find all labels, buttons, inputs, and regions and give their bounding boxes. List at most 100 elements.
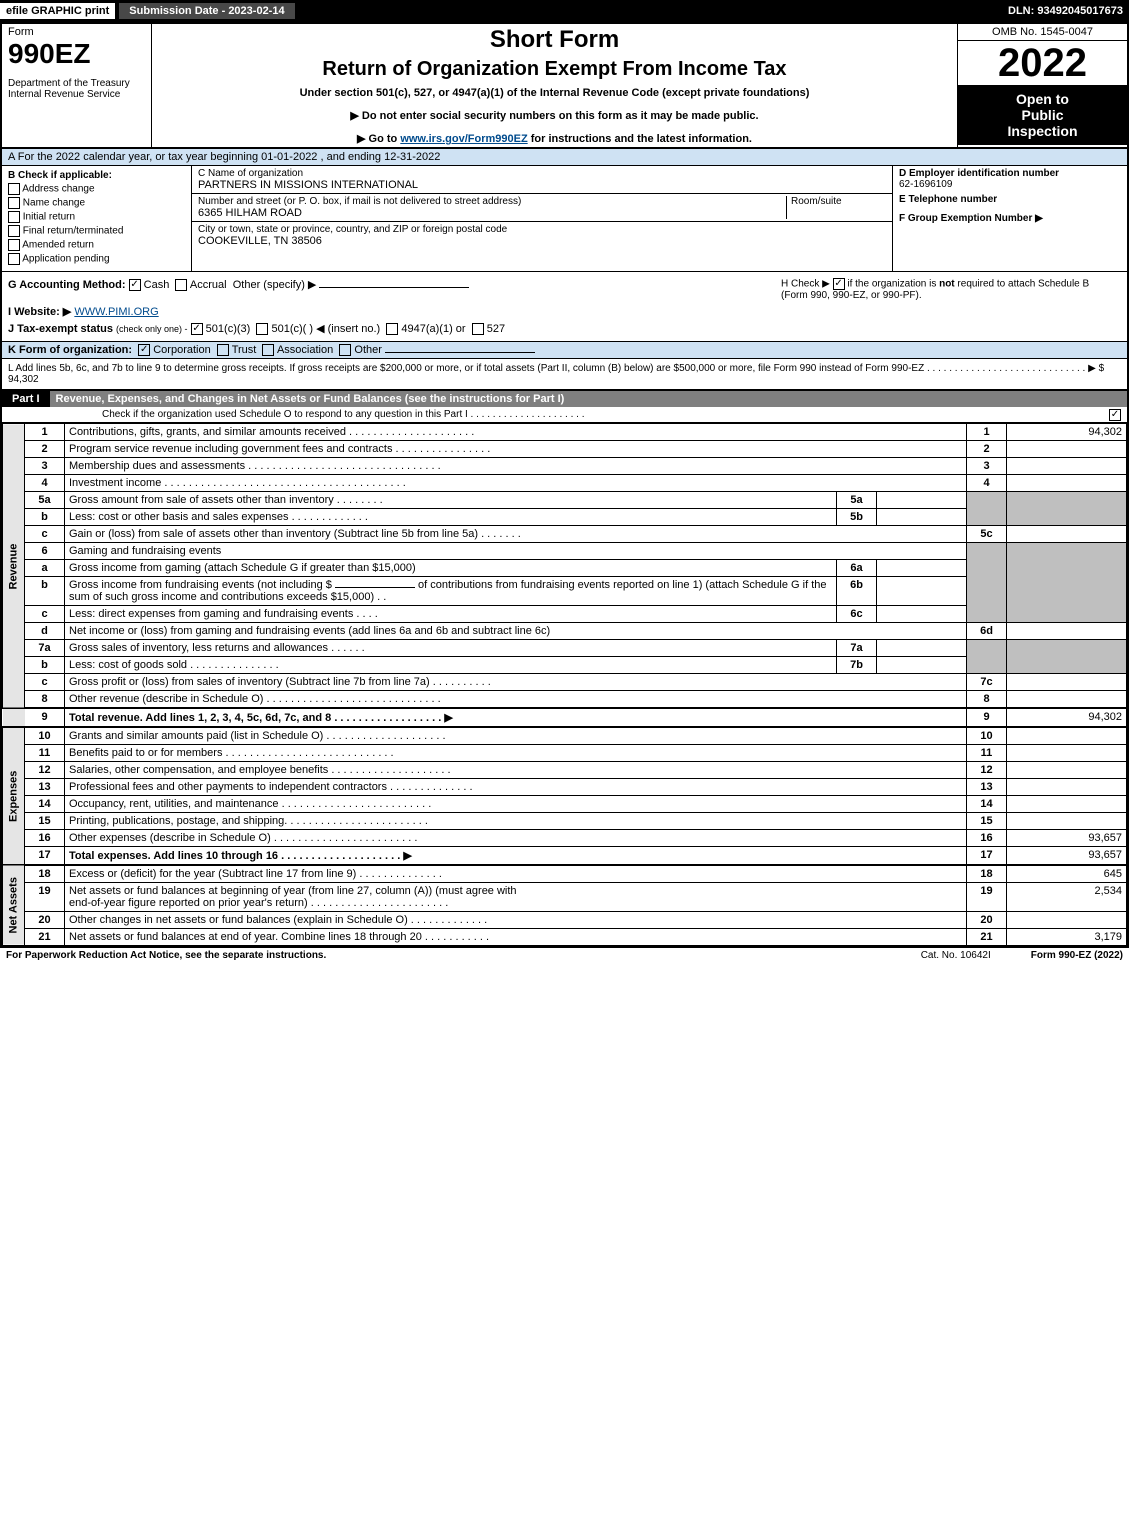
- sub-amt: [877, 640, 967, 657]
- l19-d2: end-of-year figure reported on prior yea…: [69, 897, 448, 909]
- other-org-label: Other: [354, 344, 382, 356]
- col-cdef: C Name of organization PARTNERS IN MISSI…: [192, 166, 1127, 271]
- other-label: Other (specify) ▶: [233, 279, 317, 291]
- website-link[interactable]: WWW.PIMI.ORG: [74, 306, 158, 318]
- chk-4947[interactable]: [386, 323, 398, 335]
- chk-name-change[interactable]: Name change: [8, 197, 185, 209]
- line-amt: [1007, 441, 1127, 458]
- chk-501c[interactable]: [256, 323, 268, 335]
- footer-right: Form 990-EZ (2022): [1031, 950, 1123, 961]
- sub-amt: [877, 577, 967, 606]
- part-1-sub: Check if the organization used Schedule …: [2, 407, 1127, 423]
- open-line1: Open to: [960, 91, 1125, 107]
- chk-501c3[interactable]: ✓: [191, 323, 203, 335]
- line-ref: 18: [967, 865, 1007, 883]
- l6b-input[interactable]: [335, 587, 415, 588]
- line-amt: [1007, 745, 1127, 762]
- ein: 62-1696109: [899, 179, 1121, 190]
- chk-final-return[interactable]: Final return/terminated: [8, 225, 185, 237]
- chk-other[interactable]: [339, 344, 351, 356]
- line-amt: [1007, 475, 1127, 492]
- line-num: b: [25, 577, 65, 606]
- open-line2: Public: [960, 107, 1125, 123]
- chk-initial-return[interactable]: Initial return: [8, 211, 185, 223]
- f-label: F Group Exemption Number ▶: [899, 213, 1121, 224]
- cell-c-street: Number and street (or P. O. box, if mail…: [192, 194, 892, 222]
- other-org-input[interactable]: [385, 352, 535, 353]
- section-l: L Add lines 5b, 6c, and 7b to line 9 to …: [2, 359, 1127, 391]
- instr-prefix: ▶ Go to: [357, 133, 400, 145]
- part-1-header: Part I Revenue, Expenses, and Changes in…: [2, 391, 1127, 407]
- sub-amt: [877, 606, 967, 623]
- efile-label: efile GRAPHIC print: [0, 3, 115, 19]
- 501c-label: 501(c)( ) ◀ (insert no.): [271, 323, 380, 335]
- line-num: 11: [25, 745, 65, 762]
- chk-label: Initial return: [23, 212, 75, 223]
- top-bar: efile GRAPHIC print Submission Date - 20…: [0, 0, 1129, 22]
- line-desc: Program service revenue including govern…: [65, 441, 967, 458]
- line-num: 14: [25, 796, 65, 813]
- line-ref: 3: [967, 458, 1007, 475]
- section-h: H Check ▶ ✓ if the organization is not r…: [781, 278, 1121, 335]
- org-name: PARTNERS IN MISSIONS INTERNATIONAL: [198, 179, 886, 191]
- h-not: not: [939, 279, 955, 290]
- line-desc: Printing, publications, postage, and shi…: [65, 813, 967, 830]
- line-amt: 94,302: [1007, 424, 1127, 441]
- section-b: B Check if applicable: Address change Na…: [2, 166, 192, 271]
- line-desc: Excess or (deficit) for the year (Subtra…: [65, 865, 967, 883]
- chk-pending[interactable]: Application pending: [8, 253, 185, 265]
- chk-527[interactable]: [472, 323, 484, 335]
- corp-label: Corporation: [153, 344, 210, 356]
- line-num: 8: [25, 691, 65, 709]
- line-desc: Total expenses. Add lines 10 through 16 …: [65, 847, 967, 866]
- chk-label: Amended return: [22, 240, 94, 251]
- line-num: 21: [25, 929, 65, 946]
- line-desc: Other revenue (describe in Schedule O) .…: [65, 691, 967, 709]
- line-amt: [1007, 727, 1127, 745]
- instr-goto: ▶ Go to www.irs.gov/Form990EZ for instru…: [162, 132, 947, 145]
- line-desc: Occupancy, rent, utilities, and maintena…: [65, 796, 967, 813]
- line-desc: Other changes in net assets or fund bala…: [65, 912, 967, 929]
- other-input[interactable]: [319, 287, 469, 288]
- h-text3: required to attach Schedule B: [957, 279, 1089, 290]
- chk-assoc[interactable]: [262, 344, 274, 356]
- irs-label: Internal Revenue Service: [8, 89, 145, 100]
- part-1-sub-text: Check if the organization used Schedule …: [102, 409, 584, 420]
- open-line3: Inspection: [960, 123, 1125, 139]
- chk-amended[interactable]: Amended return: [8, 239, 185, 251]
- line-num: d: [25, 623, 65, 640]
- line-ref: 12: [967, 762, 1007, 779]
- chk-accrual[interactable]: [175, 279, 187, 291]
- room-label: Room/suite: [791, 196, 886, 207]
- line-ref: 10: [967, 727, 1007, 745]
- line-num: 7a: [25, 640, 65, 657]
- org-street: 6365 HILHAM ROAD: [198, 207, 786, 219]
- c-name-label: C Name of organization: [198, 168, 886, 179]
- return-title: Return of Organization Exempt From Incom…: [162, 58, 947, 81]
- line-desc: Contributions, gifts, grants, and simila…: [65, 424, 967, 441]
- e-label: E Telephone number: [899, 194, 1121, 205]
- line-num: c: [25, 674, 65, 691]
- chk-sched-b[interactable]: ✓: [833, 278, 845, 290]
- header-mid: Short Form Return of Organization Exempt…: [152, 24, 957, 147]
- section-k: K Form of organization: ✓ Corporation Tr…: [2, 342, 1127, 359]
- line-num: 16: [25, 830, 65, 847]
- line-desc: Net income or (loss) from gaming and fun…: [65, 623, 967, 640]
- irs-link[interactable]: www.irs.gov/Form990EZ: [400, 133, 527, 145]
- shade: [967, 543, 1007, 623]
- dln-label: DLN: 93492045017673: [1008, 5, 1129, 17]
- omb-number: OMB No. 1545-0047: [958, 24, 1127, 41]
- line-desc: Benefits paid to or for members . . . . …: [65, 745, 967, 762]
- chk-cash[interactable]: ✓: [129, 279, 141, 291]
- chk-sched-o[interactable]: ✓: [1109, 409, 1121, 421]
- line-desc: Professional fees and other payments to …: [65, 779, 967, 796]
- l6b-d3: sum of such gross income and contributio…: [69, 591, 386, 603]
- d-label: D Employer identification number: [899, 168, 1121, 179]
- chk-trust[interactable]: [217, 344, 229, 356]
- l-amount: 94,302: [8, 374, 39, 385]
- line-ref: 7c: [967, 674, 1007, 691]
- chk-address-change[interactable]: Address change: [8, 183, 185, 195]
- line-amt: [1007, 674, 1127, 691]
- line-num: 10: [25, 727, 65, 745]
- chk-corp[interactable]: ✓: [138, 344, 150, 356]
